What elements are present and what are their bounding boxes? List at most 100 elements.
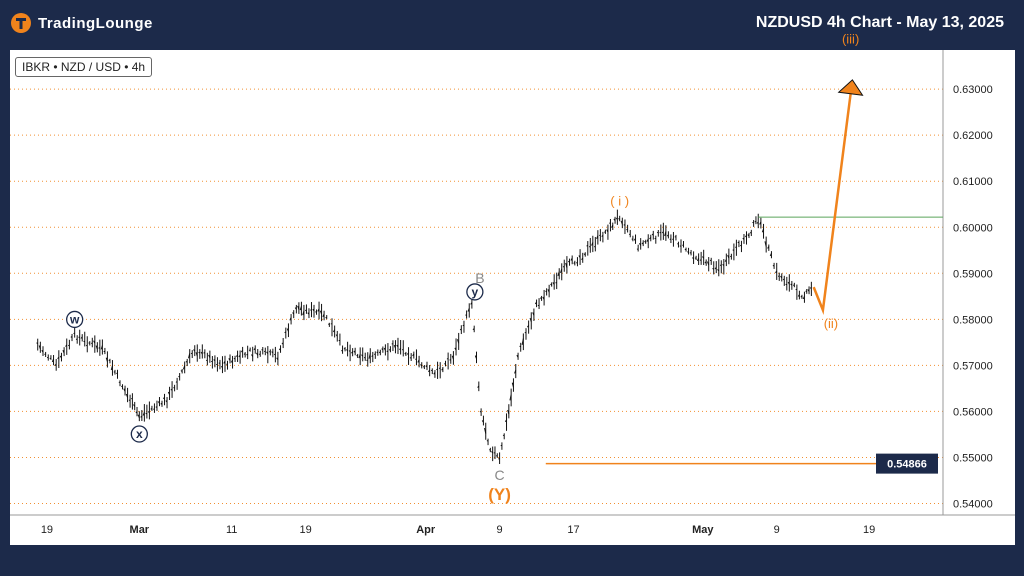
price-bar-open [121, 385, 123, 388]
price-bar-open [376, 351, 379, 354]
x-tick-label: Mar [130, 524, 150, 536]
x-tick-label: 9 [774, 524, 780, 536]
price-bar-open [393, 344, 396, 349]
price-bar-open [474, 355, 477, 359]
chart-panel [10, 50, 1015, 545]
price-bar-open [371, 355, 374, 357]
price-bar-open [140, 415, 143, 418]
price-bar-open [381, 348, 384, 351]
x-tick-label: May [692, 524, 714, 536]
price-bar-open [304, 309, 307, 312]
x-tick-label: 17 [567, 524, 579, 536]
price-bar-open [125, 393, 129, 398]
price-bar-open [749, 231, 752, 234]
price-bar-open [451, 355, 454, 360]
price-bar-open [545, 290, 547, 293]
price-bar-open [307, 312, 310, 315]
price-bar-open [484, 427, 487, 434]
price-bar-open [388, 348, 391, 351]
price-bar-open [346, 349, 348, 352]
price-bar-open [481, 420, 484, 423]
price-bar-open [170, 388, 173, 391]
wave-label: y [472, 285, 479, 299]
price-bar-open [412, 353, 415, 357]
price-bar-open [759, 221, 762, 225]
price-bar-open [790, 283, 793, 286]
price-bar-open [150, 408, 153, 410]
price-bar-open [459, 328, 462, 331]
price-bar-open [696, 257, 700, 262]
y-tick-label: 0.60000 [953, 222, 993, 234]
price-bar-open [312, 308, 315, 312]
price-bar-open [687, 251, 689, 253]
support-price-label: 0.54866 [887, 459, 927, 471]
price-bar-open [576, 262, 578, 264]
x-tick-label: 19 [299, 524, 311, 536]
price-bar-open [240, 349, 244, 353]
wave-label: ( i ) [610, 194, 629, 209]
price-bar-open [477, 385, 480, 388]
price-bar-open [266, 351, 269, 354]
price-bar-open [479, 410, 482, 413]
price-bar-open [353, 350, 356, 354]
price-bar-open [145, 412, 148, 415]
price-bar-open [775, 270, 778, 274]
price-bar-open [552, 282, 555, 285]
price-bar-open [591, 242, 594, 246]
price-bar-open [281, 342, 284, 345]
price-bar-open [504, 419, 507, 422]
x-tick-label: 19 [863, 524, 875, 536]
price-bar-open [633, 238, 636, 241]
price-bar-open [251, 354, 254, 357]
price-bar-open [185, 360, 188, 363]
wave-label-circle [66, 310, 84, 329]
logo[interactable]: TradingLounge [10, 12, 153, 34]
projection-path [812, 93, 852, 316]
y-tick-label: 0.54000 [953, 498, 993, 510]
price-bar-open [532, 312, 535, 316]
price-bar-open [467, 308, 470, 312]
price-bar-open [147, 411, 150, 414]
x-tick-label: 11 [226, 524, 237, 536]
price-bar-open [284, 331, 287, 334]
price-bar-open [807, 289, 810, 292]
y-tick-label: 0.59000 [953, 268, 993, 280]
price-bar-open [547, 289, 550, 293]
price-bar-open [80, 336, 83, 339]
price-bar-open [702, 256, 705, 259]
price-bar-open [470, 302, 473, 305]
price-bar-open [550, 283, 552, 286]
price-bar-open [404, 352, 407, 355]
price-bar-open [110, 365, 113, 371]
price-bar-open [694, 257, 697, 259]
wave-label-circle [130, 425, 148, 443]
price-bar-open [809, 286, 812, 289]
price-bar-open [319, 310, 323, 315]
price-bar-open [322, 313, 325, 318]
price-bar-open [428, 369, 431, 373]
price-bar-open [712, 268, 714, 270]
price-bar-open [583, 253, 586, 256]
price-bar-open [689, 252, 692, 254]
price-bar-open [44, 353, 46, 355]
price-bar-open [193, 349, 196, 352]
price-bar-open [732, 249, 735, 251]
price-bar-open [155, 406, 158, 408]
price-bar-open [596, 235, 599, 239]
price-bar-open [717, 269, 720, 272]
price-bar-open [792, 284, 795, 286]
price-bar-open [137, 414, 140, 418]
price-bar-open [454, 347, 457, 351]
y-tick-label: 0.57000 [953, 360, 993, 372]
wave-label: (iii) [842, 32, 859, 47]
price-bar-open [358, 354, 361, 359]
price-bar-open [618, 218, 620, 220]
price-bar-open [366, 359, 368, 361]
price-bar-open [425, 365, 428, 368]
price-bar-open [276, 357, 279, 361]
price-bar-open [661, 231, 664, 234]
price-bar-open [238, 354, 241, 358]
price-bar-open [297, 305, 300, 310]
price-bar-open [195, 352, 198, 357]
